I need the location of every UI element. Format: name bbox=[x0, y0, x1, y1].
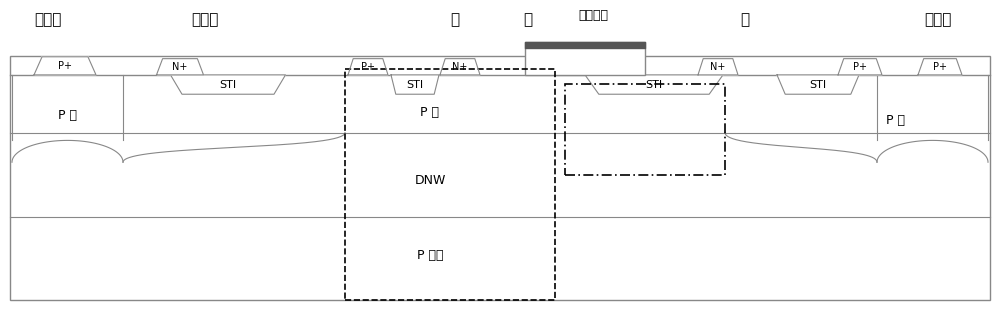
Text: P 衬底: P 衬底 bbox=[417, 249, 443, 262]
Text: STI: STI bbox=[645, 80, 663, 90]
Text: 漏: 漏 bbox=[740, 12, 750, 27]
Polygon shape bbox=[698, 59, 738, 75]
Text: 隔离环: 隔离环 bbox=[924, 12, 952, 27]
Bar bbox=[525, 42, 645, 75]
Text: P 阱: P 阱 bbox=[886, 114, 904, 127]
Polygon shape bbox=[156, 59, 204, 75]
Text: P+: P+ bbox=[58, 61, 72, 71]
Polygon shape bbox=[348, 59, 388, 75]
Bar bbox=[345, 69, 555, 300]
Text: P 阱: P 阱 bbox=[420, 106, 440, 119]
Text: P 阱: P 阱 bbox=[58, 109, 78, 122]
Polygon shape bbox=[777, 75, 859, 94]
Text: STI: STI bbox=[809, 80, 827, 90]
Text: 体: 体 bbox=[450, 12, 460, 27]
Bar bbox=[565, 84, 725, 175]
Polygon shape bbox=[918, 59, 962, 75]
Text: N+: N+ bbox=[452, 62, 468, 72]
Text: P+: P+ bbox=[853, 62, 867, 72]
Polygon shape bbox=[440, 59, 480, 75]
Text: N+: N+ bbox=[710, 62, 726, 72]
Text: 多晶硬栅: 多晶硬栅 bbox=[578, 9, 608, 22]
Text: 等势环: 等势环 bbox=[191, 12, 219, 27]
Polygon shape bbox=[170, 75, 286, 94]
Text: 源: 源 bbox=[523, 12, 533, 27]
Text: DNW: DNW bbox=[414, 174, 446, 188]
Polygon shape bbox=[34, 57, 96, 75]
Text: P+: P+ bbox=[361, 62, 375, 72]
Text: 隔离环: 隔离环 bbox=[34, 12, 62, 27]
Polygon shape bbox=[391, 75, 439, 94]
Bar bbox=[10, 56, 990, 300]
Text: STI: STI bbox=[219, 80, 237, 90]
Polygon shape bbox=[585, 75, 723, 94]
Text: N+: N+ bbox=[172, 62, 188, 72]
Text: STI: STI bbox=[406, 80, 424, 90]
Polygon shape bbox=[838, 59, 882, 75]
Text: P+: P+ bbox=[933, 62, 947, 72]
